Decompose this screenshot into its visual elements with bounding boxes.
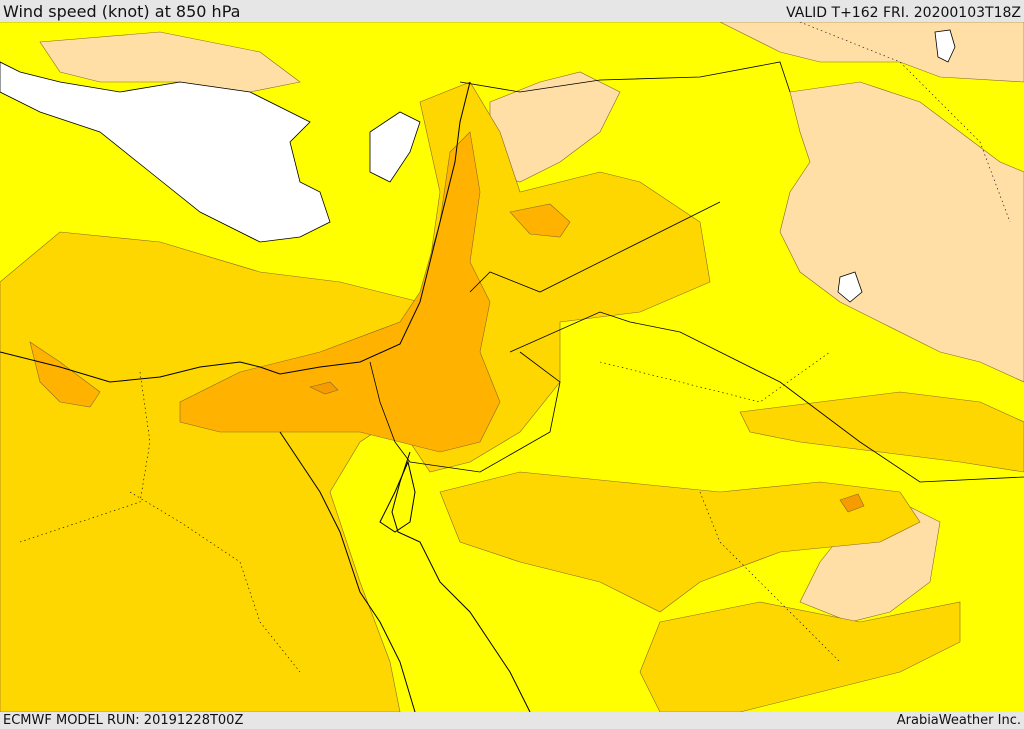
- header-bar: [0, 0, 1024, 22]
- coastline-north-africa: [0, 81, 471, 383]
- low-wind-zone-northeast: [779, 81, 1024, 383]
- strong-wind-core-sinai: [179, 131, 501, 453]
- coastline-red-sea-east: [391, 451, 531, 712]
- valid-time: VALID T+162 FRI. 20200103T18Z: [786, 5, 1021, 21]
- low-wind-zone-north: [0, 22, 1024, 83]
- credit: ArabiaWeather Inc.: [896, 713, 1021, 728]
- border-dotted-2: [599, 351, 831, 403]
- strong-wind-core-west: [29, 341, 101, 408]
- moderate-wind-band-east: [739, 391, 1024, 473]
- footer-bar: [0, 712, 1024, 729]
- lake-patch-2: [837, 271, 863, 303]
- coastline-red-sea-west: [279, 431, 416, 712]
- border-line-5: [369, 361, 411, 463]
- strongest-wind-spot-2: [839, 493, 865, 513]
- border-dotted-3: [699, 491, 841, 663]
- border-line-2: [469, 201, 721, 293]
- moderate-wind-band-southeast: [639, 601, 961, 712]
- border-line-4: [409, 351, 561, 473]
- caspian-calm-patch: [369, 111, 421, 183]
- low-wind-zone-east: [799, 501, 941, 623]
- strongest-wind-spot: [309, 381, 339, 395]
- lake-patch: [934, 29, 956, 63]
- model-run: ECMWF MODEL RUN: 20191228T00Z: [3, 713, 244, 728]
- border-dotted-1: [19, 371, 151, 543]
- strong-wind-core-east: [509, 203, 571, 238]
- coastline-gulf-aqaba: [379, 460, 416, 533]
- wind-speed-map[interactable]: [0, 22, 1024, 712]
- mediterranean-sea-calm: [0, 61, 331, 243]
- moderate-wind-band-south: [439, 471, 921, 613]
- map-title: Wind speed (knot) at 850 hPa: [3, 2, 241, 21]
- border-line-1: [459, 61, 791, 93]
- border-line-3: [509, 311, 1024, 483]
